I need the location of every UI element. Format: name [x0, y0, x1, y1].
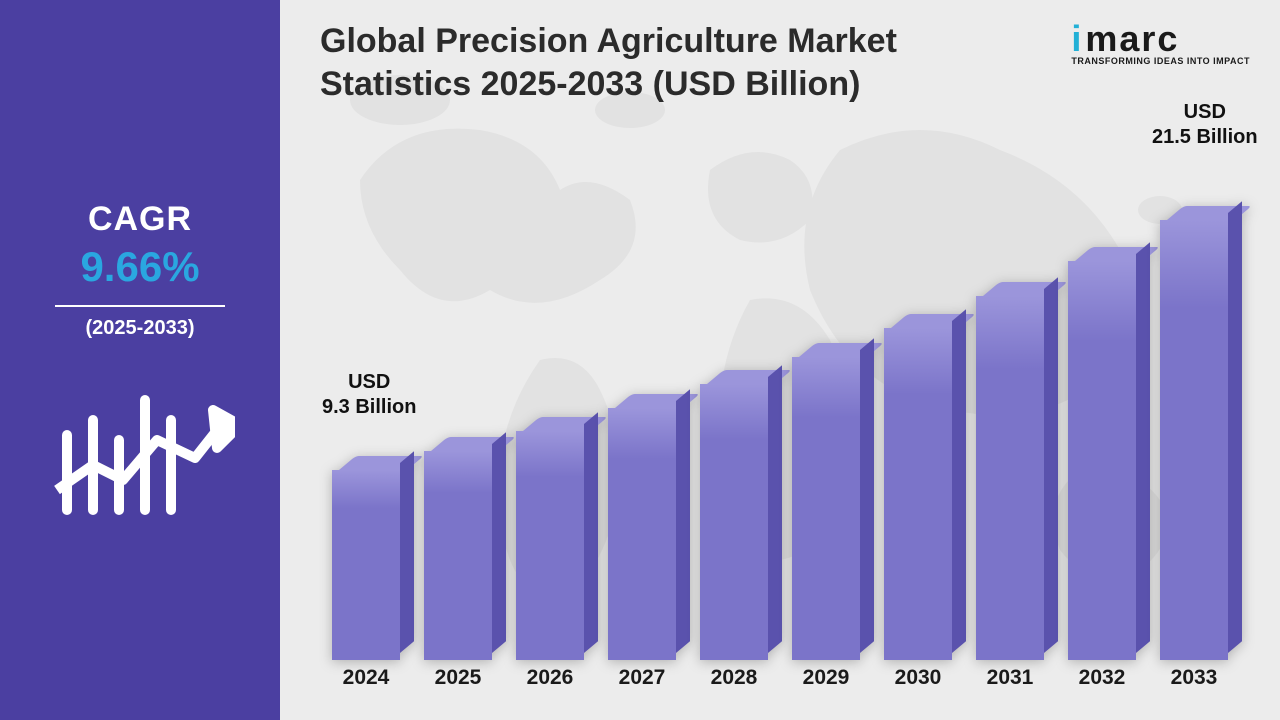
bar-side-face — [492, 432, 506, 653]
bar-slot — [780, 120, 872, 660]
bar-front-face — [792, 357, 860, 660]
bar-container — [320, 120, 1240, 660]
bar — [976, 296, 1044, 660]
bar — [1160, 220, 1228, 660]
bar-slot — [596, 120, 688, 660]
chart-title: Global Precision Agriculture Market Stat… — [320, 20, 897, 105]
bar-front-face — [1068, 261, 1136, 660]
x-axis-label: 2033 — [1148, 666, 1240, 702]
bar — [1068, 261, 1136, 660]
bar-front-face — [884, 328, 952, 660]
cagr-value: 9.66% — [80, 243, 199, 291]
bar-front-face — [976, 296, 1044, 660]
x-axis-label: 2031 — [964, 666, 1056, 702]
bar — [608, 408, 676, 660]
x-axis-label: 2032 — [1056, 666, 1148, 702]
x-axis-label: 2028 — [688, 666, 780, 702]
bar-side-face — [768, 365, 782, 653]
bar-slot — [872, 120, 964, 660]
bar-front-face — [1160, 220, 1228, 660]
bar-front-face — [700, 384, 768, 660]
bar-side-face — [676, 389, 690, 653]
bar — [516, 431, 584, 660]
bar-front-face — [608, 408, 676, 660]
bar-slot — [964, 120, 1056, 660]
value-callout: USD9.3 Billion — [322, 370, 416, 420]
x-axis-label: 2027 — [596, 666, 688, 702]
logo-wordmark: imarc — [1071, 18, 1250, 60]
x-axis-label: 2024 — [320, 666, 412, 702]
bar — [332, 470, 400, 660]
bar — [884, 328, 952, 660]
title-line-2: Statistics 2025-2033 (USD Billion) — [320, 65, 860, 103]
bar-slot — [504, 120, 596, 660]
cagr-divider — [55, 305, 225, 307]
logo-rest-letters: marc — [1085, 18, 1179, 60]
chart-area: 2024202520262027202820292030203120322033… — [300, 120, 1260, 720]
x-axis-labels: 2024202520262027202820292030203120322033 — [320, 666, 1240, 702]
bar-slot — [688, 120, 780, 660]
bar-slot — [1148, 120, 1240, 660]
bar — [700, 384, 768, 660]
title-line-1: Global Precision Agriculture Market — [320, 22, 897, 60]
bar-side-face — [860, 338, 874, 653]
bar-slot — [1056, 120, 1148, 660]
bar-side-face — [1136, 242, 1150, 653]
cagr-period: (2025-2033) — [86, 317, 195, 340]
bar — [792, 357, 860, 660]
bar — [424, 451, 492, 660]
bar-side-face — [1044, 277, 1058, 653]
bar-front-face — [424, 451, 492, 660]
bar-side-face — [584, 412, 598, 653]
x-axis-label: 2029 — [780, 666, 872, 702]
brand-logo: imarc TRANSFORMING IDEAS INTO IMPACT — [1071, 18, 1250, 66]
chart-main: Global Precision Agriculture Market Stat… — [280, 0, 1280, 720]
bar-side-face — [952, 309, 966, 653]
logo-accent-letter: i — [1071, 18, 1083, 60]
value-callout: USD21.5 Billion — [1152, 100, 1258, 150]
page-root: CAGR 9.66% (2025-2033) — [0, 0, 1280, 720]
x-axis-label: 2025 — [412, 666, 504, 702]
bar-front-face — [516, 431, 584, 660]
x-axis-label: 2026 — [504, 666, 596, 702]
x-axis-label: 2030 — [872, 666, 964, 702]
bar-side-face — [1228, 201, 1242, 653]
bar-front-face — [332, 470, 400, 660]
logo-tagline: TRANSFORMING IDEAS INTO IMPACT — [1071, 56, 1250, 66]
bar-side-face — [400, 451, 414, 653]
cagr-label: CAGR — [88, 200, 192, 239]
bar-slot — [412, 120, 504, 660]
growth-arrow-icon — [45, 370, 235, 520]
cagr-sidebar: CAGR 9.66% (2025-2033) — [0, 0, 280, 720]
